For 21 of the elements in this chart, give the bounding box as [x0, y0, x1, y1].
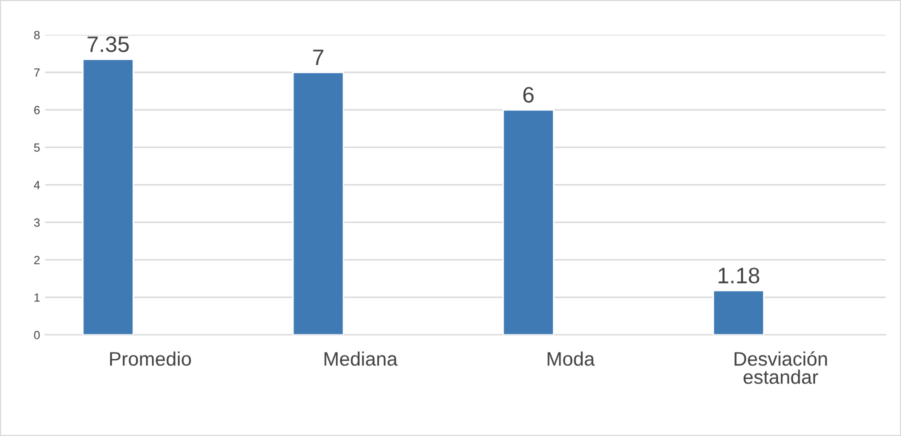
y-tick-label: 6 — [34, 106, 40, 114]
x-tick-label: Desviación estandar — [734, 351, 827, 384]
y-tick-label: 8 — [34, 30, 40, 40]
data-label: 6 — [523, 86, 534, 103]
y-tick-label: 1 — [34, 294, 40, 302]
x-tick-label: Moda — [548, 352, 595, 366]
data-label: 7.35 — [88, 36, 129, 52]
y-tick-label: 5 — [34, 144, 40, 152]
bar — [82, 58, 134, 335]
y-tick-label: 7 — [34, 68, 40, 77]
x-tick-label: Promedio — [110, 352, 191, 366]
y-tick-label: 0 — [34, 330, 40, 340]
bar — [292, 72, 344, 335]
data-label: 1.18 — [718, 268, 760, 284]
y-tick-label: 3 — [34, 218, 40, 227]
x-tick-label: Mediana — [324, 352, 398, 366]
y-tick-label: 4 — [34, 181, 40, 190]
y-tick-label: 2 — [34, 256, 40, 264]
bar — [502, 109, 554, 335]
data-label: 7 — [313, 50, 324, 65]
bar — [712, 290, 764, 335]
